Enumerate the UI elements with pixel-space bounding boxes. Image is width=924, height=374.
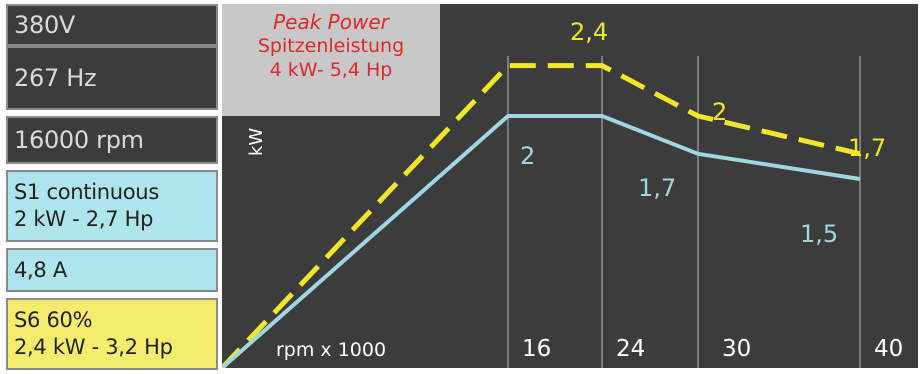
data-label-s1-3: 1,7 [638,174,676,202]
data-label-s0-3: 2 [712,98,727,126]
data-label-s1-4: 1,5 [800,220,838,248]
data-label-s0-1: 2,4 [570,18,608,46]
s6-cell: S6 60% 2,4 kW - 3,2 Hp [6,298,218,370]
data-label-s0-4: 1,7 [848,134,886,162]
x-tick-label-40: 40 [874,336,903,362]
current-value: 4,8 A [14,258,67,282]
power-curve-plot: 2,4 2 1,7 2 1,7 1,5 kW rpm x 1000 16 24 30 40 [222,18,903,368]
frequency-cell: 267 Hz [6,46,218,110]
series-line-0 [222,63,861,368]
s1-cell: S1 continuous 2 kW - 2,7 Hp [6,170,218,242]
peak-subtitle: Spitzenleistung [257,35,405,57]
speed-cell: 16000 rpm [6,116,218,164]
voltage-value: 380V [14,11,76,39]
s1-line1: S1 continuous [14,180,159,204]
x-tick-label-24: 24 [616,336,645,362]
x-axis-label: rpm x 1000 [276,339,386,361]
peak-title: Peak Power [273,10,389,34]
x-tick-label-30: 30 [722,336,751,362]
current-cell: 4,8 A [6,248,218,292]
s6-line2: 2,4 kW - 3,2 Hp [14,335,173,359]
peak-value: 4 kW- 5,4 Hp [269,59,393,81]
speed-value: 16000 rpm [14,126,144,154]
y-axis-label: kW [246,128,267,156]
power-chart: Peak Power Spitzenleistung 4 kW- 5,4 Hp … [222,4,918,368]
data-label-s1-1: 2 [520,142,535,170]
x-tick-label-16: 16 [522,336,551,362]
frequency-value: 267 Hz [14,64,97,92]
s1-line2: 2 kW - 2,7 Hp [14,207,154,231]
s6-line1: S6 60% [14,308,93,332]
voltage-cell: 380V [6,4,218,46]
series-line-1 [222,114,861,368]
peak-power-box: Peak Power Spitzenleistung 4 kW- 5,4 Hp [222,4,440,116]
